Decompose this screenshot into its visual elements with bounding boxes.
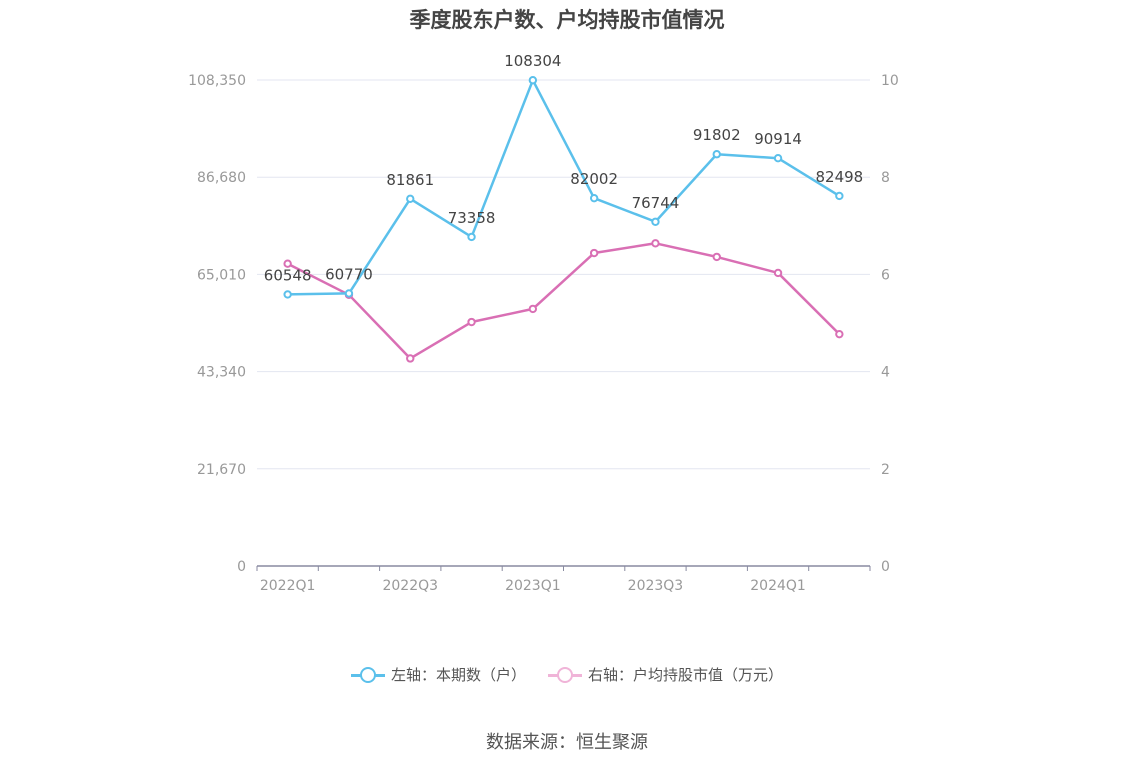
chart-title: 季度股东户数、户均持股市值情况 [409, 8, 725, 32]
grid-lines [257, 79, 870, 470]
data-point-right[interactable] [406, 354, 415, 363]
series-line-left [287, 78, 841, 296]
data-point-left[interactable] [283, 290, 292, 299]
y-right-tick-label: 10 [881, 73, 899, 89]
data-point-right[interactable] [467, 317, 476, 327]
data-point-right[interactable] [283, 259, 292, 268]
legend-item-left-series[interactable]: 左轴：本期数（户） [350, 664, 526, 685]
data-label: 108304 [504, 52, 561, 70]
y-right-tick-label: 0 [881, 559, 890, 575]
data-point-left[interactable] [528, 76, 538, 85]
data-label: 91802 [693, 126, 741, 144]
legend-swatch-icon [350, 666, 385, 683]
x-tick-label: 2023Q1 [505, 578, 561, 594]
data-point-left[interactable] [773, 154, 783, 163]
y-left-tick-label: 43,340 [197, 365, 246, 381]
data-point-right[interactable] [712, 252, 721, 262]
y-right-tick-label: 4 [881, 365, 890, 381]
y-left-tick-label: 65,010 [197, 267, 246, 283]
y-left-tick-label: 108,350 [188, 73, 246, 89]
data-point-left[interactable] [406, 194, 415, 204]
data-labels: 60548 60770 81861 73358 108304 82002 76744 9180… [264, 52, 863, 284]
x-tick-label: 2024Q1 [750, 578, 806, 594]
data-label: 82002 [570, 170, 618, 188]
data-point-left[interactable] [344, 289, 354, 298]
data-point-left[interactable] [651, 217, 660, 226]
data-label: 81861 [386, 171, 434, 189]
data-source: 数据来源：恒生聚源 [486, 732, 648, 753]
y-left-tick-label: 0 [237, 559, 246, 575]
data-label: 82498 [815, 168, 863, 186]
series-line-right [287, 242, 841, 360]
data-point-left[interactable] [835, 191, 844, 201]
data-point-right[interactable] [773, 268, 783, 278]
x-tick-label: 2022Q3 [382, 578, 438, 594]
axes: 0 21,670 43,340 65,010 86,680 108,350 0 2 4 6 8 10 2… [188, 73, 899, 594]
y-left-tick-label: 21,670 [197, 462, 246, 478]
legend-swatch-icon [548, 666, 582, 683]
data-point-left[interactable] [589, 193, 599, 203]
data-point-left[interactable] [712, 150, 721, 159]
data-point-right[interactable] [528, 304, 538, 314]
y-right-tick-label: 2 [881, 462, 890, 478]
y-right-tick-label: 8 [881, 170, 890, 186]
y-right-tick-label: 6 [881, 267, 890, 283]
legend-label: 右轴：户均持股市值（万元） [588, 666, 784, 684]
data-label: 90914 [754, 130, 802, 148]
x-tick-label: 2022Q1 [260, 578, 316, 594]
data-point-left[interactable] [467, 232, 476, 242]
data-point-right[interactable] [651, 239, 660, 248]
data-point-right[interactable] [589, 248, 599, 258]
data-label: 60770 [325, 265, 373, 283]
data-label: 73358 [448, 209, 496, 227]
data-label: 76744 [632, 194, 680, 212]
legend: 左轴：本期数（户） 右轴：户均持股市值（万元） [0, 664, 1134, 685]
data-label: 60548 [264, 266, 312, 284]
x-tick-label: 2023Q3 [628, 578, 684, 594]
series-lines [283, 76, 844, 363]
data-point-right[interactable] [835, 329, 844, 339]
y-left-tick-label: 86,680 [197, 170, 246, 186]
legend-label: 左轴：本期数（户） [390, 666, 526, 684]
legend-item-right-series[interactable]: 右轴：户均持股市值（万元） [548, 664, 783, 685]
